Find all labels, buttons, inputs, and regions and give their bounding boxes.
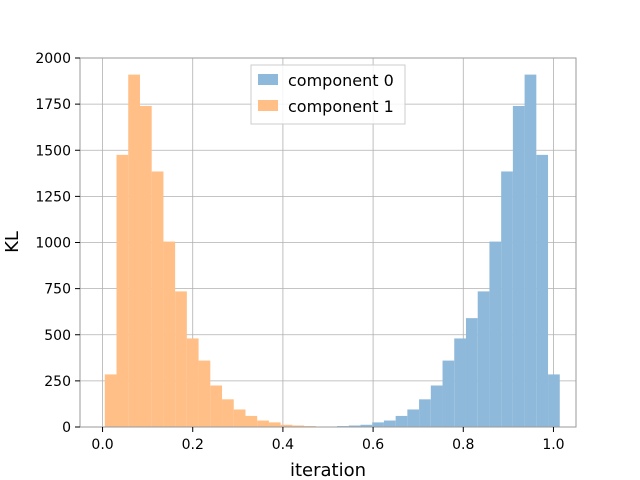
histogram-bar-component-1 [104,374,117,427]
y-axis-label: KL [2,231,23,253]
histogram-bar-component-0 [489,241,502,427]
histogram-bar-component-1 [245,415,258,427]
histogram-bar-component-0 [512,105,525,427]
x-axis-label: iteration [290,460,366,480]
x-tick-label: 0.6 [362,437,384,453]
y-tick-label: 1000 [35,236,71,252]
x-axis-ticks: 0.0 0.2 0.4 0.6 0.8 1.0 [91,427,565,453]
x-tick-label: 0.0 [91,437,113,453]
histogram-bar-component-0 [548,374,560,427]
histogram-bar-component-0 [536,154,549,428]
histogram-bar-component-0 [395,415,408,427]
histogram-bar-component-1 [210,385,223,427]
histogram-bar-component-1 [233,409,246,427]
histogram-bar-component-0 [407,409,420,427]
x-tick-label: 0.8 [452,437,474,453]
y-tick-label: 1250 [35,189,71,205]
histogram-bar-component-1 [151,171,164,427]
histogram-bar-component-1 [175,291,187,427]
histogram-bar-component-0 [360,424,373,427]
histogram-bar-component-1 [280,424,293,427]
histogram-bar-component-0 [430,385,443,427]
legend-swatch-component-0 [258,74,278,85]
y-tick-label: 2000 [35,51,71,67]
bars [104,74,560,428]
histogram-bar-component-1 [268,422,281,427]
histogram-bar-component-1 [186,338,199,427]
y-axis-ticks: 0 250 500 750 1000 1250 1500 1750 2000 [35,51,80,436]
histogram-bar-component-1 [257,420,269,427]
legend-label-component-1: component 1 [288,97,394,116]
histogram-bar-component-1 [222,399,234,427]
histogram-bar-component-0 [477,291,490,427]
x-tick-label: 0.2 [182,437,204,453]
histogram-bar-component-1 [128,74,140,427]
y-tick-label: 750 [44,282,71,298]
histogram-bar-component-0 [348,425,361,427]
histogram-bar-component-0 [419,399,431,427]
histogram-bar-component-0 [372,422,384,427]
histogram-bar-component-0 [383,420,396,427]
histogram-bar-component-0 [501,171,513,427]
histogram-bar-component-1 [198,360,211,427]
histogram-bar-component-0 [465,318,478,427]
histogram-bar-component-1 [116,154,129,428]
histogram-bar-component-1 [292,425,305,427]
histogram-bar-component-1 [163,241,176,427]
x-tick-label: 1.0 [542,437,564,453]
y-tick-label: 0 [62,420,71,436]
y-tick-label: 250 [44,374,71,390]
histogram-bar-component-0 [524,74,537,427]
histogram-bar-component-1 [139,105,152,427]
y-tick-label: 1750 [35,97,71,113]
histogram-bar-component-0 [454,338,466,427]
y-tick-label: 500 [44,328,71,344]
legend-swatch-component-1 [258,100,278,111]
legend: component 0 component 1 [250,64,406,125]
y-tick-label: 1500 [35,143,71,159]
x-tick-label: 0.4 [272,437,294,453]
legend-label-component-0: component 0 [288,71,394,90]
histogram-bar-component-0 [442,360,455,427]
